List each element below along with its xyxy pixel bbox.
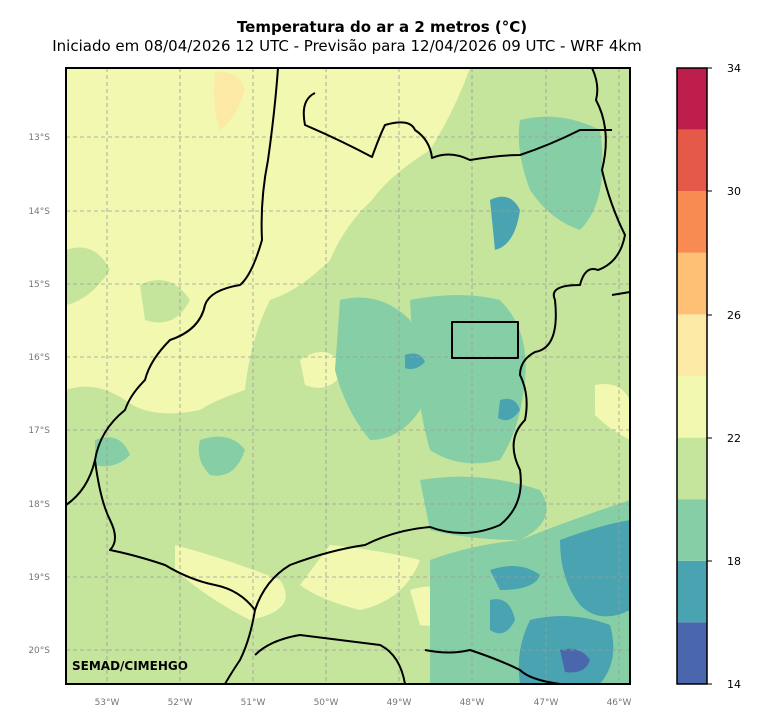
colorbar-tick-label: 26 [727,309,741,322]
lon-label: 47°W [534,698,559,708]
colorbar-ticks: 34 30 26 22 18 14 [707,62,741,691]
lat-label: 20°S [28,646,50,656]
lat-label: 16°S [28,353,50,363]
colorbar-tick-label: 30 [727,185,741,198]
colorbar-band [677,252,707,315]
colorbar-tick-label: 34 [727,62,741,75]
lon-label: 48°W [460,698,485,708]
colorbar-band [677,499,707,561]
lon-axis: 53°W 52°W 51°W 50°W 49°W 48°W 47°W 46°W [95,698,632,708]
colorbar-tick-label: 14 [727,678,741,691]
lat-label: 17°S [28,426,50,436]
colorbar-tick-label: 22 [727,432,741,445]
lat-label: 14°S [28,207,50,217]
colorbar-band [677,68,707,130]
lon-label: 53°W [95,698,120,708]
lon-label: 52°W [168,698,193,708]
lon-label: 51°W [241,698,266,708]
lat-axis: 13°S 14°S 15°S 16°S 17°S 18°S 19°S 20°S [28,133,50,656]
credit-label: SEMAD/CIMEHGO [72,659,188,673]
temperature-field [66,68,630,684]
colorbar-tick-label: 18 [727,555,741,568]
colorbar [677,68,707,684]
graticule [66,68,630,684]
lon-label: 49°W [387,698,412,708]
map-frame [65,67,631,685]
map-title: Temperatura do ar a 2 metros (°C) [236,18,528,36]
lon-label: 50°W [314,698,339,708]
colorbar-frame [676,67,708,685]
state-borders [66,68,630,684]
colorbar-band [677,437,707,500]
colorbar-band [677,622,707,684]
lat-label: 19°S [28,573,50,583]
colorbar-band [677,191,707,253]
colorbar-band [677,560,707,623]
lat-label: 13°S [28,133,50,143]
colorbar-band [677,314,707,376]
lat-label: 18°S [28,500,50,510]
lon-label: 46°W [607,698,632,708]
lat-label: 15°S [28,280,50,290]
colorbar-band [677,129,707,192]
colorbar-band [677,376,707,438]
map-subtitle: Iniciado em 08/04/2026 12 UTC - Previsão… [52,37,642,55]
